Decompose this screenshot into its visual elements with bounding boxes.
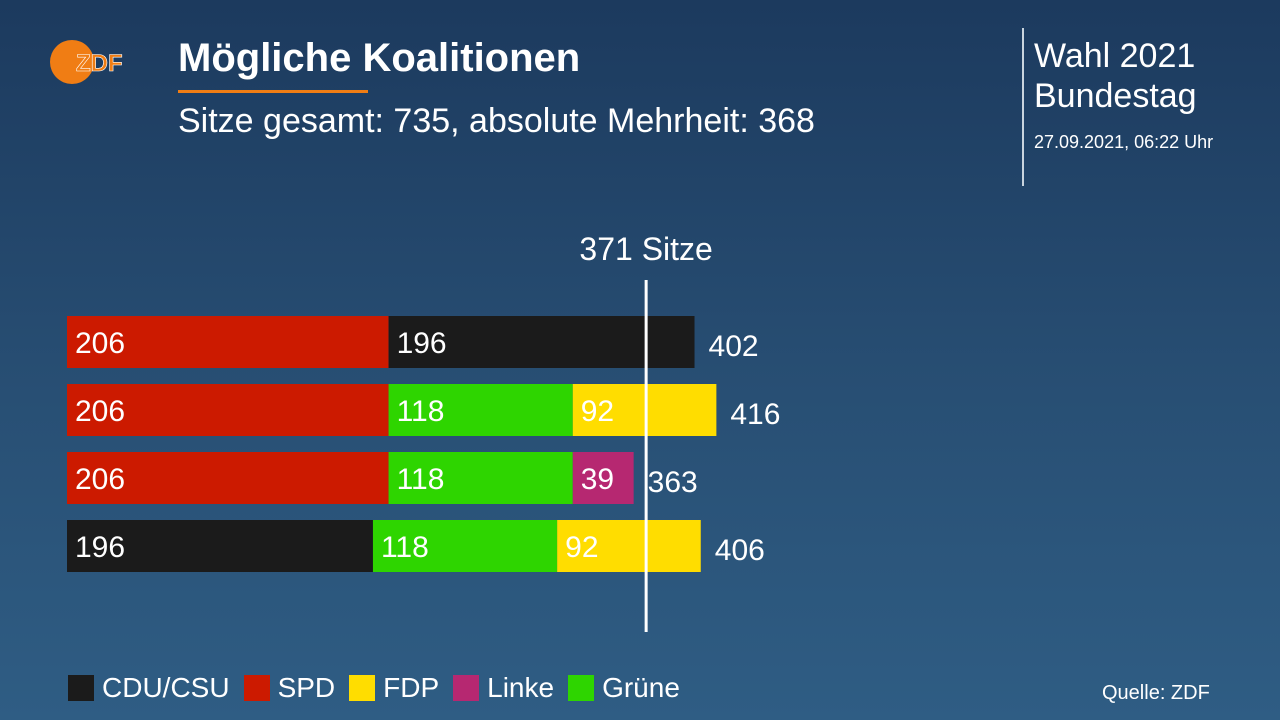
- bar-segment-2-grüne: [388, 384, 573, 436]
- segment-label: 92: [581, 395, 614, 428]
- page-title: Mögliche Koalitionen: [178, 36, 581, 80]
- legend-item: Grüne: [568, 672, 680, 704]
- segment-label: 39: [581, 463, 614, 496]
- segment-label: 118: [397, 395, 445, 428]
- bar-total-label: 416: [730, 398, 780, 431]
- legend-label: FDP: [383, 672, 440, 703]
- legend-item: FDP: [349, 672, 439, 704]
- title-underline: [178, 90, 368, 93]
- bar-segment-4-cducsu: [67, 520, 373, 572]
- page-subtitle: Sitze gesamt: 735, absolute Mehrheit: 36…: [178, 102, 815, 140]
- coalition-chart: 206 196 402 206 118 92 416 206 118 39 363 196 118 92 4…: [67, 231, 780, 632]
- legend-label: Grüne: [602, 672, 680, 703]
- legend-item: Linke: [453, 672, 554, 704]
- legend-swatch: [68, 675, 94, 701]
- zdf-logo-text: ZDF: [76, 50, 123, 77]
- segment-label: 118: [397, 463, 445, 496]
- legend-swatch: [453, 675, 480, 701]
- election-body: Bundestag: [1034, 77, 1197, 115]
- bar-total-label: 402: [709, 330, 759, 363]
- segment-label: 206: [75, 395, 125, 428]
- legend-item: CDU/CSU: [68, 672, 230, 704]
- timestamp: 27.09.2021, 06:22 Uhr: [1034, 132, 1214, 152]
- legend-item: SPD: [243, 672, 336, 704]
- legend-swatch: [568, 675, 595, 701]
- legend-label: CDU/CSU: [102, 672, 230, 703]
- source-note: Quelle: ZDF: [1102, 682, 1210, 704]
- legend-swatch: [349, 675, 376, 701]
- bar-segment-3-linke: [572, 452, 634, 504]
- segment-label: 92: [565, 531, 598, 564]
- segment-label: 196: [397, 327, 447, 360]
- bar-segment-4-fdp: [557, 520, 701, 572]
- legend-swatch: [243, 675, 270, 701]
- header-divider: [1022, 28, 1024, 186]
- bar-segment-4-grüne: [372, 520, 558, 572]
- legend-label: Linke: [487, 672, 555, 703]
- legend: CDU/CSU SPD FDP Linke Grüne: [68, 672, 694, 704]
- zdf-logo: ZDF: [50, 40, 123, 84]
- bar-segment-3-spd: [67, 452, 389, 504]
- bar-segment-2-spd: [67, 384, 389, 436]
- segment-label: 206: [75, 327, 125, 360]
- bar-segment-2-fdp: [572, 384, 717, 436]
- election-name: Wahl 2021: [1034, 37, 1196, 75]
- segment-label: 196: [75, 531, 125, 564]
- majority-label: 371 Sitze: [579, 231, 712, 267]
- legend-label: SPD: [277, 672, 336, 703]
- election-title: Wahl 2021 Bundestag: [1034, 36, 1197, 116]
- bar-segment-1-spd: [67, 316, 389, 368]
- bar-total-label: 406: [715, 534, 765, 567]
- bar-segment-1-cducsu: [388, 316, 695, 368]
- bar-segment-3-grüne: [388, 452, 573, 504]
- segment-label: 206: [75, 463, 125, 496]
- bar-total-label: 363: [648, 466, 698, 499]
- segment-label: 118: [381, 531, 429, 564]
